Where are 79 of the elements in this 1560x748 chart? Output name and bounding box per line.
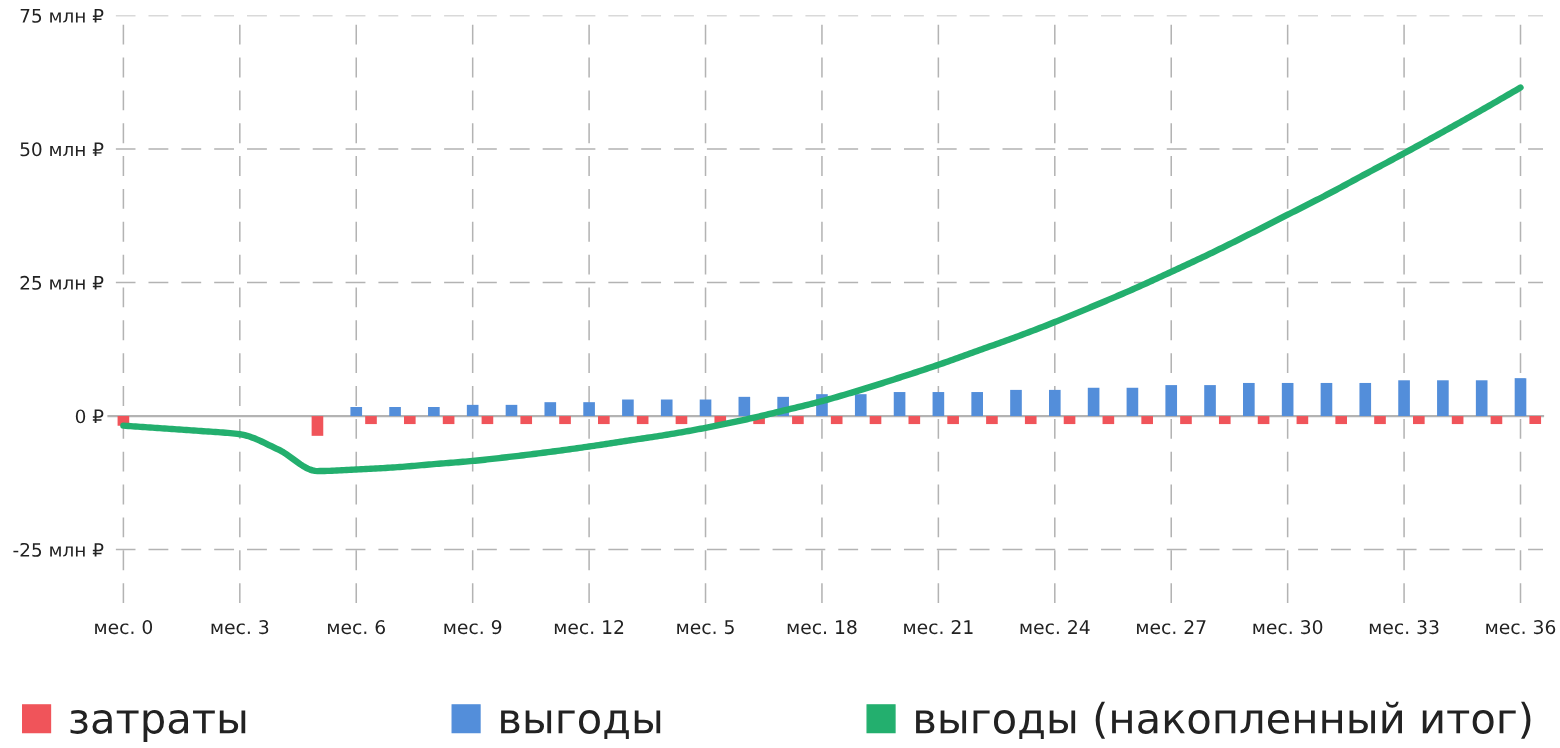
bar bbox=[1359, 382, 1372, 417]
bar bbox=[544, 402, 557, 417]
bar bbox=[869, 416, 882, 425]
y-tick-label: 0 ₽ bbox=[75, 409, 104, 424]
bar bbox=[505, 404, 518, 417]
bar bbox=[1063, 416, 1076, 425]
bar bbox=[660, 399, 673, 417]
bar bbox=[893, 392, 906, 417]
bar bbox=[1437, 380, 1449, 417]
bar bbox=[1281, 382, 1294, 417]
x-tick-label: мес. 30 bbox=[1253, 620, 1323, 635]
bar bbox=[854, 394, 867, 417]
bar bbox=[932, 392, 945, 417]
x-tick-label: мес. 6 bbox=[328, 620, 385, 635]
x-tick-label: мес. 27 bbox=[1137, 620, 1206, 635]
bar bbox=[636, 416, 649, 425]
legend-label: затраты bbox=[70, 709, 246, 742]
bar bbox=[1529, 416, 1542, 425]
bar bbox=[1218, 416, 1231, 425]
bar bbox=[1010, 389, 1022, 417]
bar bbox=[1141, 416, 1153, 425]
x-tick-label: мес. 3 bbox=[211, 620, 269, 635]
bar bbox=[403, 416, 416, 425]
bar bbox=[675, 416, 688, 425]
y-tick-label: 25 млн ₽ bbox=[20, 275, 104, 290]
bar bbox=[1126, 387, 1139, 417]
bar bbox=[583, 402, 595, 417]
x-tick-label: мес. 5 bbox=[677, 620, 734, 635]
bar bbox=[1048, 389, 1061, 417]
legend-label: выгоды bbox=[501, 709, 661, 740]
bar bbox=[1475, 380, 1488, 417]
bar bbox=[699, 399, 712, 417]
x-tick-label: мес. 36 bbox=[1486, 620, 1556, 635]
bar bbox=[365, 416, 377, 425]
bar bbox=[559, 416, 571, 425]
bar bbox=[1398, 380, 1410, 417]
bar bbox=[1490, 416, 1503, 425]
x-tick-label: мес. 0 bbox=[95, 620, 153, 635]
bar bbox=[1451, 416, 1464, 425]
bar bbox=[1204, 385, 1216, 417]
y-tick-label: -25 млн ₽ bbox=[13, 542, 104, 557]
x-tick-label: мес. 9 bbox=[444, 620, 502, 635]
bar bbox=[442, 416, 455, 425]
bar bbox=[1087, 387, 1100, 417]
bar bbox=[1514, 378, 1527, 417]
bar bbox=[738, 396, 751, 417]
x-tick-label: мес. 24 bbox=[1020, 620, 1090, 635]
x-tick-label: мес. 12 bbox=[554, 620, 624, 635]
x-tick-label: мес. 21 bbox=[904, 620, 973, 635]
bar bbox=[1243, 382, 1255, 417]
bar bbox=[1413, 416, 1425, 425]
bar bbox=[1257, 416, 1270, 425]
bar bbox=[622, 399, 634, 417]
x-tick-label: мес. 18 bbox=[787, 620, 857, 635]
bar bbox=[1024, 416, 1037, 425]
bar bbox=[350, 406, 363, 417]
bar bbox=[830, 416, 843, 425]
y-tick-label: 75 млн ₽ bbox=[20, 9, 104, 23]
bar bbox=[1320, 382, 1333, 417]
bar bbox=[1335, 416, 1348, 425]
bar bbox=[1180, 416, 1192, 425]
bar bbox=[792, 416, 804, 425]
bar bbox=[481, 416, 494, 425]
bar bbox=[389, 406, 401, 417]
bar bbox=[986, 416, 998, 425]
bar bbox=[520, 416, 533, 425]
bar bbox=[598, 416, 610, 425]
bar bbox=[1102, 416, 1115, 425]
bar bbox=[1165, 385, 1178, 417]
bar bbox=[1374, 416, 1386, 425]
bar bbox=[908, 416, 921, 425]
y-tick-label: 50 млн ₽ bbox=[20, 142, 104, 157]
x-tick-label: мес. 33 bbox=[1369, 620, 1439, 635]
bar bbox=[428, 406, 440, 417]
bar bbox=[1296, 416, 1309, 425]
bar bbox=[947, 416, 959, 425]
legend-label: выгоды (накопленный итог) bbox=[916, 701, 1531, 740]
bar bbox=[971, 392, 983, 417]
bar bbox=[466, 404, 479, 417]
